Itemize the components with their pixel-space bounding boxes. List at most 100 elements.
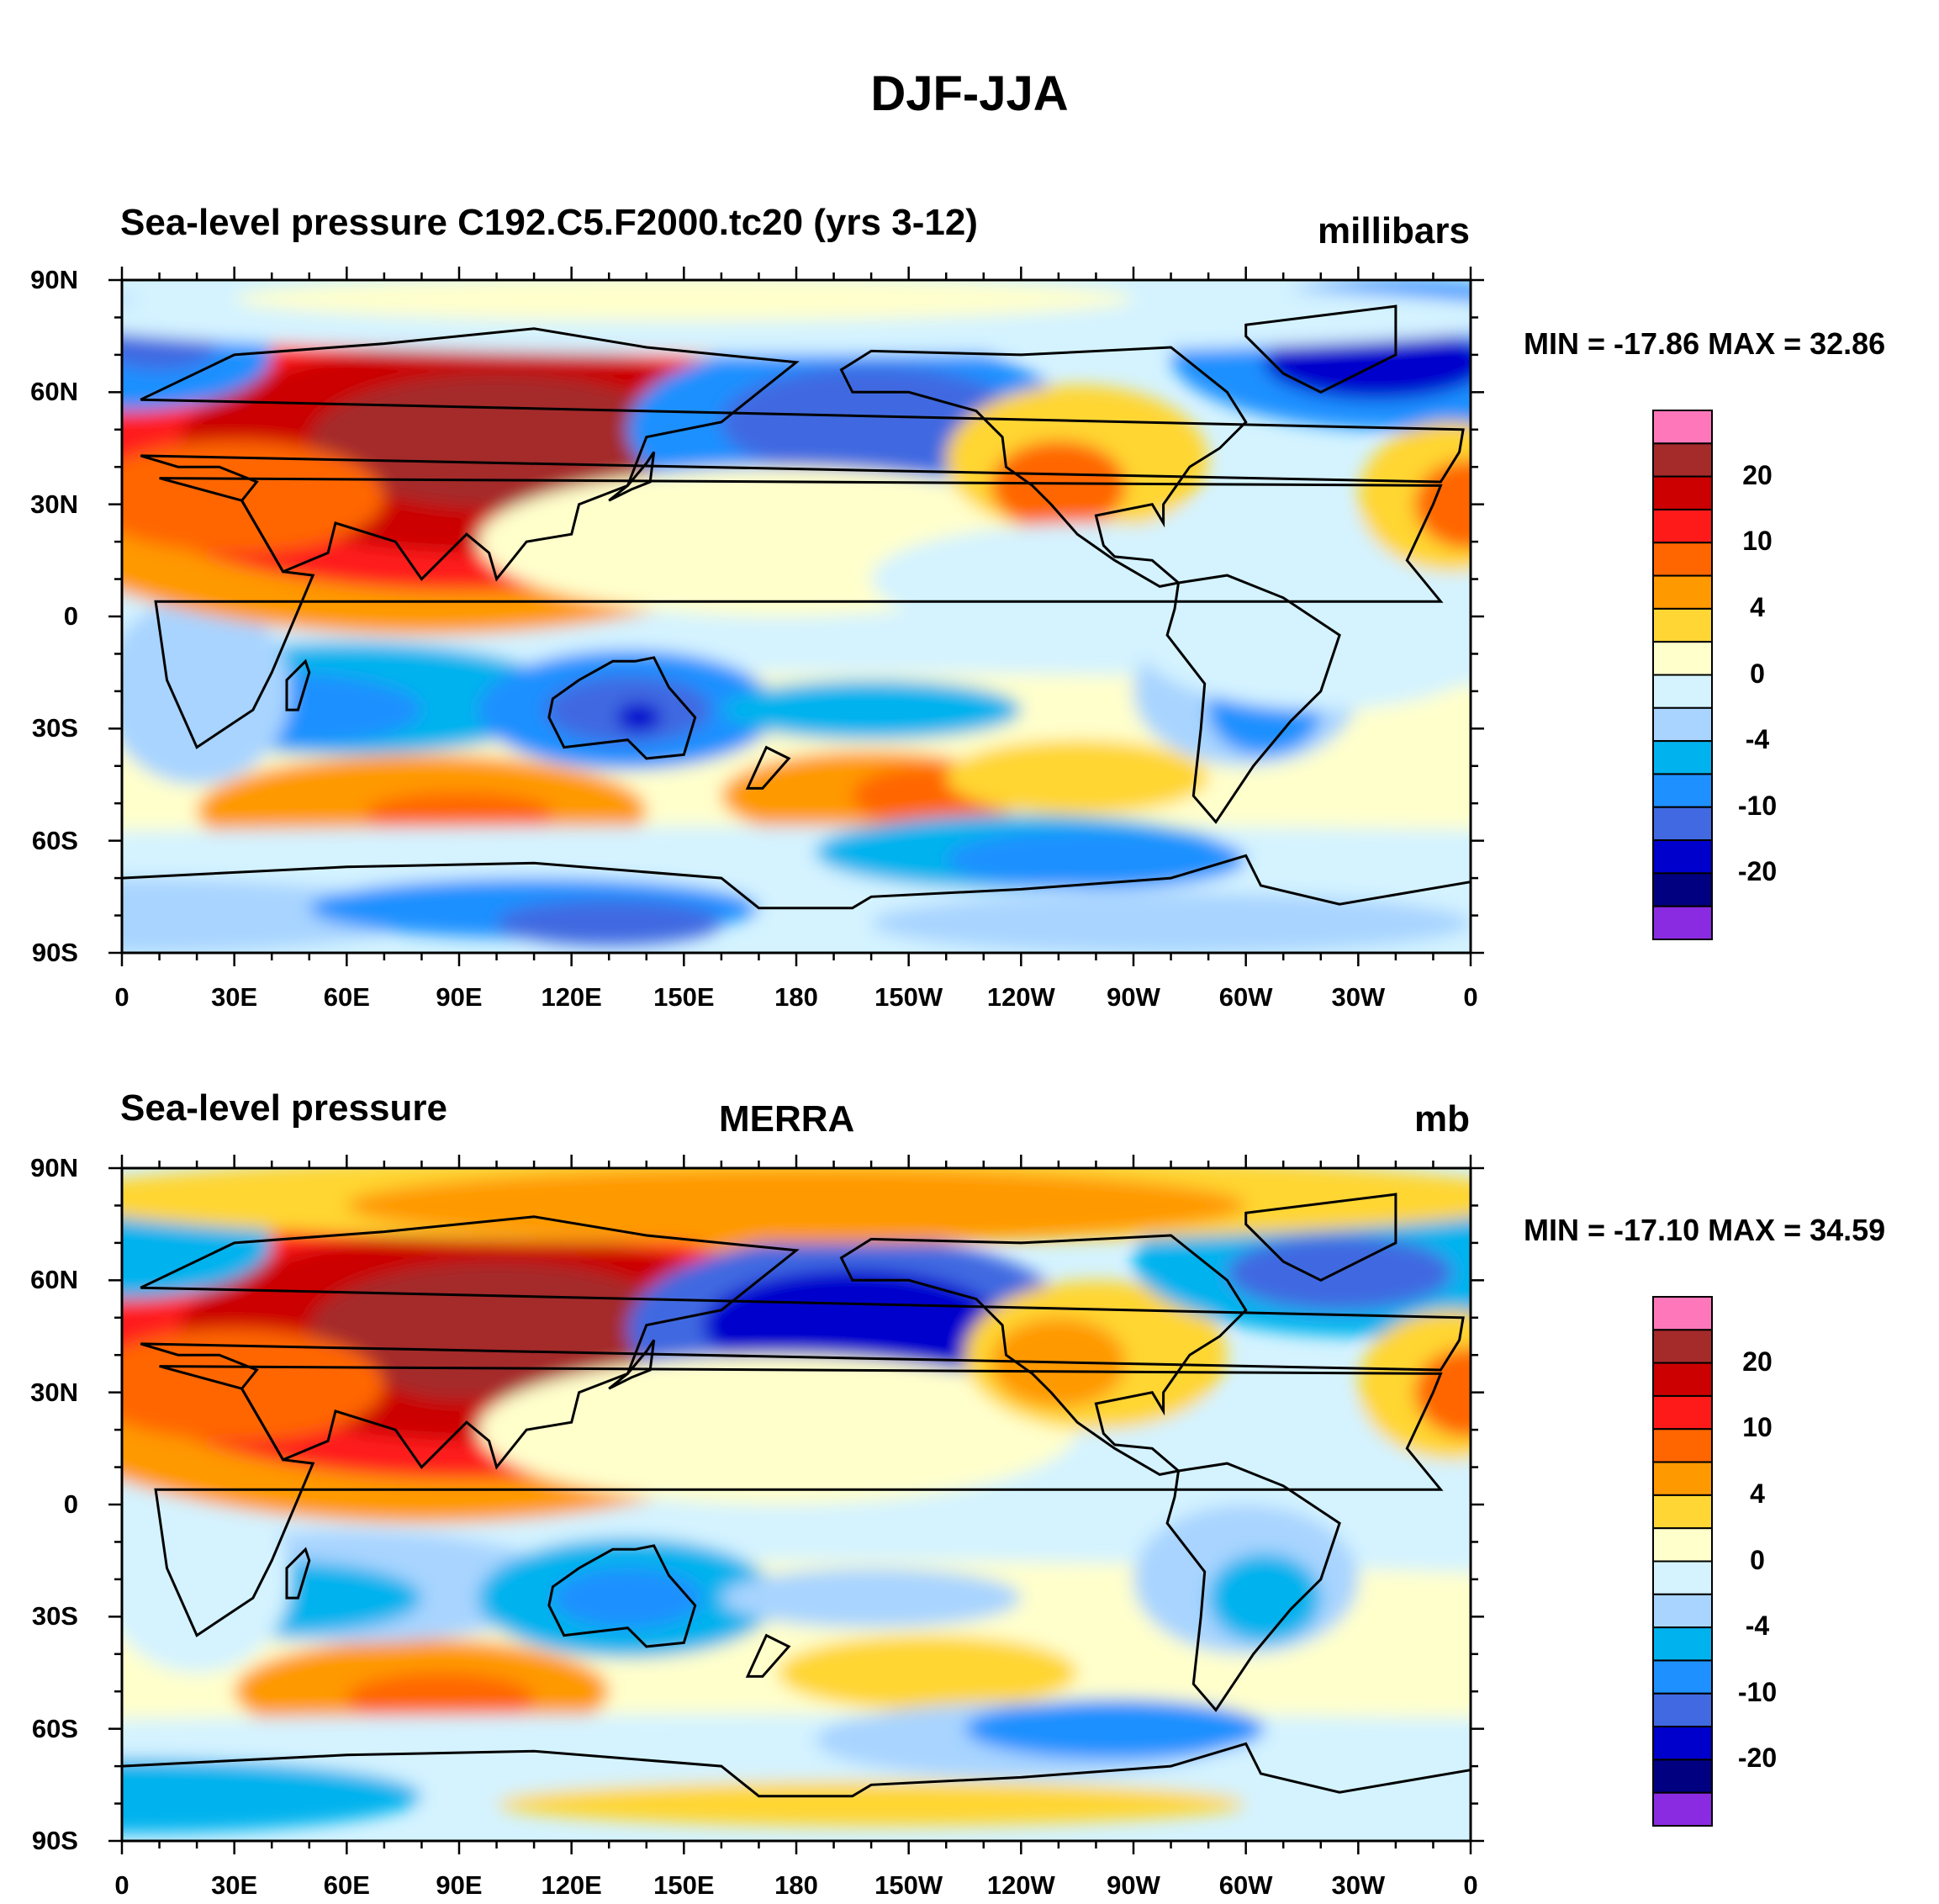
coastline-australia xyxy=(547,1544,697,1648)
x-tick-label: 150E xyxy=(653,982,715,1012)
x-tick-label: 90E xyxy=(436,1870,483,1900)
coastline-antarctica xyxy=(122,1742,1471,1841)
y-tick-label: 30N xyxy=(30,1377,78,1407)
y-tick-label: 60N xyxy=(30,1265,78,1295)
panel-1-units: millibars xyxy=(1318,210,1470,251)
colorbar-swatch xyxy=(1652,607,1713,643)
colorbar-swatch xyxy=(1652,1626,1713,1662)
x-tick-label: 180 xyxy=(774,1870,818,1900)
colorbar-label: -20 xyxy=(1737,1743,1778,1774)
x-tick-label: 0 xyxy=(114,1870,129,1900)
colorbar-swatch xyxy=(1652,740,1713,775)
colorbar-swatch xyxy=(1652,905,1713,940)
x-tick-label: 0 xyxy=(1463,1870,1478,1900)
colorbar-swatch xyxy=(1652,1362,1713,1397)
coastline-south-america xyxy=(1165,574,1341,824)
y-tick-label: 60S xyxy=(31,825,78,855)
panel-1-left-title: Sea-level pressure C192.C5.F2000.tc20 (y… xyxy=(120,202,978,243)
coastline-new-zealand xyxy=(745,1633,791,1678)
x-tick-label: 60E xyxy=(323,982,370,1012)
x-tick-label: 120E xyxy=(541,982,602,1012)
colorbar-swatch xyxy=(1652,1461,1713,1496)
colorbar-swatch xyxy=(1652,1659,1713,1695)
colorbar-swatch xyxy=(1652,1593,1713,1629)
colorbar-swatch xyxy=(1652,806,1713,842)
x-tick-label: 30W xyxy=(1331,1870,1386,1900)
colorbar-swatch xyxy=(1652,542,1713,577)
coastline-madagascar xyxy=(285,1547,311,1600)
colorbar-swatch xyxy=(1652,706,1713,743)
colorbar-swatch xyxy=(1652,1791,1713,1827)
coastline-madagascar xyxy=(285,658,311,711)
colorbar-swatch xyxy=(1652,1296,1713,1331)
colorbar-label: 0 xyxy=(1750,1544,1765,1575)
colorbar-swatch xyxy=(1652,475,1713,510)
colorbar-label: 20 xyxy=(1742,1346,1773,1377)
coastline-japan xyxy=(608,451,656,502)
panel-2-center-title: MERRA xyxy=(719,1098,855,1140)
colorbar-swatch xyxy=(1652,1527,1713,1563)
y-tick-label: 30N xyxy=(30,489,78,519)
x-tick-label: 150W xyxy=(874,1870,943,1900)
x-tick-label: 90E xyxy=(436,982,483,1012)
colorbar-swatch xyxy=(1652,1692,1713,1728)
y-tick-label: 0 xyxy=(63,601,78,631)
coastline-north-america xyxy=(839,346,1248,588)
panel-2-left-title: Sea-level pressure xyxy=(120,1087,447,1129)
y-tick-label: 30S xyxy=(31,1601,78,1632)
colorbar-label: -10 xyxy=(1737,790,1778,821)
colorbar-swatch xyxy=(1652,410,1713,445)
coastline-south-america xyxy=(1165,1462,1341,1712)
x-tick-label: 120E xyxy=(541,1870,602,1900)
colorbar-label: -20 xyxy=(1737,856,1778,887)
colorbar-swatch xyxy=(1652,773,1713,808)
figure-title: DJF-JJA xyxy=(870,66,1069,121)
x-tick-label: 90W xyxy=(1107,982,1160,1012)
coastline-greenland xyxy=(1244,304,1397,394)
x-tick-label: 90W xyxy=(1107,1870,1160,1900)
colorbar-swatch xyxy=(1652,1329,1713,1364)
coastline-australia xyxy=(547,656,697,760)
y-tick-label: 60N xyxy=(30,377,78,407)
x-tick-label: 150W xyxy=(874,982,943,1012)
y-tick-label: 90N xyxy=(30,265,78,294)
x-tick-label: 0 xyxy=(114,982,129,1012)
colorbar-label: 4 xyxy=(1750,591,1765,622)
panel-2-units: mb xyxy=(1414,1098,1470,1140)
x-tick-label: 30E xyxy=(211,1870,258,1900)
coastlines xyxy=(122,304,1471,953)
x-tick-label: 30E xyxy=(211,982,258,1012)
coastline-eurasia xyxy=(140,1215,1465,1470)
coastline-north-america xyxy=(839,1234,1248,1476)
x-tick-label: 120W xyxy=(986,982,1055,1012)
coastline-japan xyxy=(608,1339,656,1390)
coastline-eurasia xyxy=(140,327,1465,582)
colorbar-swatch xyxy=(1652,508,1713,544)
colorbar-swatch xyxy=(1652,1726,1713,1761)
y-tick-label: 30S xyxy=(31,713,78,743)
coastline-antarctica xyxy=(122,854,1471,953)
x-tick-label: 120W xyxy=(986,1870,1055,1900)
colorbar-label: 10 xyxy=(1742,1412,1773,1443)
x-tick-label: 150E xyxy=(653,1870,715,1900)
colorbar-swatch xyxy=(1652,1494,1713,1530)
y-tick-label: 90S xyxy=(31,1826,78,1855)
colorbar-swatch xyxy=(1652,674,1713,709)
colorbar-label: -4 xyxy=(1745,724,1770,755)
colorbar-swatch xyxy=(1652,641,1713,676)
colorbar-label: -10 xyxy=(1737,1676,1778,1707)
colorbar-label: -4 xyxy=(1745,1610,1770,1642)
colorbar-swatch xyxy=(1652,442,1713,478)
y-tick-label: 0 xyxy=(63,1489,78,1519)
colorbar-label: 10 xyxy=(1742,526,1773,557)
x-tick-label: 60E xyxy=(323,1870,370,1900)
coastline-new-zealand xyxy=(745,745,791,790)
coastline-greenland xyxy=(1244,1193,1397,1282)
colorbar-swatch xyxy=(1652,1394,1713,1431)
x-tick-label: 30W xyxy=(1331,982,1386,1012)
colorbar-swatch xyxy=(1652,839,1713,875)
colorbar-swatch xyxy=(1652,1759,1713,1794)
y-tick-label: 90S xyxy=(31,938,78,967)
colorbar-swatch xyxy=(1652,872,1713,907)
